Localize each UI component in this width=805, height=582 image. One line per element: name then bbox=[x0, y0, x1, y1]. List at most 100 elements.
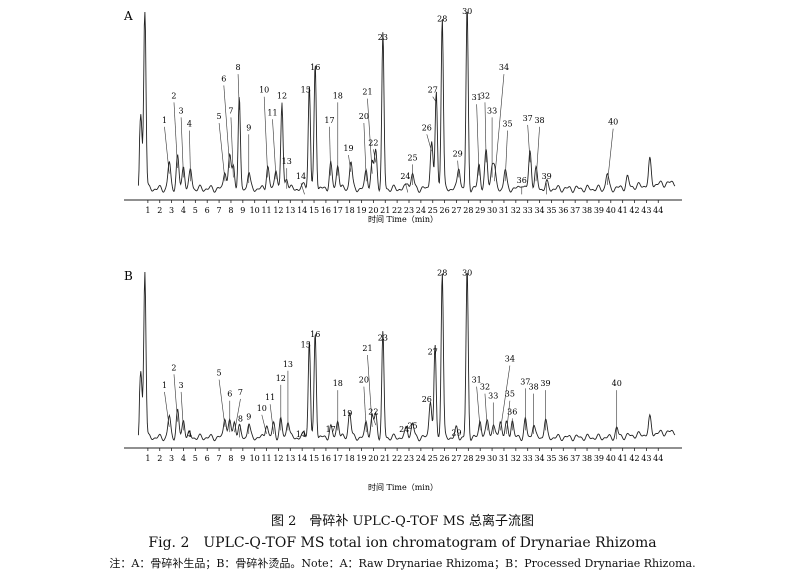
peak-leader-line bbox=[494, 74, 505, 182]
x-tick-label: 24 bbox=[416, 206, 426, 215]
peak-label: 27 bbox=[428, 86, 438, 95]
x-tick-label: 10 bbox=[250, 454, 260, 463]
x-tick-label: 17 bbox=[333, 454, 343, 463]
peak-label: 19 bbox=[343, 144, 353, 153]
x-tick-label: 29 bbox=[475, 206, 485, 215]
peak-label: 15 bbox=[301, 86, 311, 95]
x-tick-label: 15 bbox=[309, 206, 319, 215]
x-tick-label: 8 bbox=[228, 454, 233, 463]
x-tick-label: 19 bbox=[356, 206, 366, 215]
peak-leader-line bbox=[329, 126, 331, 176]
peak-leader-line bbox=[218, 123, 226, 182]
peak-label: 27 bbox=[428, 347, 438, 356]
peak-leader-line bbox=[230, 117, 234, 178]
peak-leader-line bbox=[457, 160, 460, 178]
x-tick-label: 19 bbox=[356, 454, 366, 463]
peak-label: 34 bbox=[499, 63, 509, 72]
peak-label: 9 bbox=[246, 413, 251, 422]
peak-label: 37 bbox=[523, 114, 533, 123]
x-tick-label: 1 bbox=[145, 206, 150, 215]
x-tick-label: 35 bbox=[546, 454, 556, 463]
peak-label: 16 bbox=[310, 330, 320, 339]
x-tick-label: 42 bbox=[629, 454, 639, 463]
x-tick-label: 37 bbox=[570, 206, 580, 215]
x-tick-label: 18 bbox=[345, 206, 355, 215]
peak-leader-line bbox=[218, 379, 226, 427]
peak-label: 38 bbox=[534, 116, 544, 125]
peak-label: 35 bbox=[502, 120, 512, 129]
peak-label: 22 bbox=[368, 138, 378, 147]
chromatogram-panel-b: B1 2 3 4 5 6 7 8 9 10 11 12 13 14 15 16 17 18 19 20 21 22 23 24… bbox=[124, 268, 682, 492]
x-tick-label: 16 bbox=[321, 454, 331, 463]
peak-label: 34 bbox=[505, 355, 515, 364]
peak-label: 18 bbox=[333, 379, 343, 388]
peak-label: 6 bbox=[227, 390, 232, 399]
x-tick-label: 28 bbox=[463, 454, 473, 463]
x-tick-label: 11 bbox=[261, 206, 271, 215]
x-tick-label: 17 bbox=[333, 206, 343, 215]
x-tick-label: 32 bbox=[511, 454, 521, 463]
peak-label: 7 bbox=[238, 388, 243, 397]
peak-label: 30 bbox=[462, 7, 472, 16]
x-tick-label: 36 bbox=[558, 454, 568, 463]
peak-label: 26 bbox=[422, 395, 432, 404]
peak-label: 2 bbox=[171, 363, 176, 372]
peak-label: 33 bbox=[488, 391, 498, 400]
figure-caption-english: Fig. 2 UPLC-Q-TOF MS total ion chromatog… bbox=[148, 535, 657, 551]
peak-leader-line bbox=[300, 183, 305, 195]
x-tick-label: 12 bbox=[273, 206, 283, 215]
peak-label: 14 bbox=[296, 172, 306, 181]
peak-label: 13 bbox=[283, 360, 293, 369]
peak-leader-line bbox=[426, 134, 432, 152]
chromatogram-panel-a: A1 2 3 4 5 6 7 8 9 10 11 12 13 14 15 16 17 18 19 20 21 22 23 24… bbox=[123, 7, 682, 224]
peak-label: 2 bbox=[171, 91, 176, 100]
peak-leader-line bbox=[367, 98, 373, 174]
peak-leader-line bbox=[432, 96, 437, 103]
x-tick-label: 7 bbox=[217, 454, 222, 463]
peak-label: 5 bbox=[217, 112, 222, 121]
x-tick-label: 27 bbox=[451, 454, 461, 463]
peak-label: 20 bbox=[359, 112, 369, 121]
x-tick-label: 33 bbox=[523, 206, 533, 215]
peak-label: 36 bbox=[517, 176, 527, 185]
x-tick-label: 22 bbox=[392, 206, 402, 215]
peak-label: 31 bbox=[472, 93, 482, 102]
x-tick-label: 40 bbox=[606, 206, 616, 215]
peak-leader-line bbox=[535, 126, 540, 182]
figure-caption-chinese: 图 2 骨碎补 UPLC-Q-TOF MS 总离子流图 bbox=[270, 514, 535, 529]
x-tick-label: 6 bbox=[205, 454, 210, 463]
x-tick-label: 35 bbox=[546, 206, 556, 215]
x-tick-label: 20 bbox=[368, 206, 378, 215]
peak-label: 14 bbox=[296, 430, 306, 439]
peak-label: 15 bbox=[301, 340, 311, 349]
x-tick-label: 13 bbox=[285, 454, 295, 463]
peak-label: 36 bbox=[507, 407, 517, 416]
peak-label: 11 bbox=[267, 108, 277, 117]
peak-label: 1 bbox=[162, 381, 167, 390]
peak-label: 9 bbox=[246, 123, 251, 132]
peak-label: 3 bbox=[179, 106, 184, 115]
peak-leader-line bbox=[269, 404, 274, 434]
x-tick-label: 38 bbox=[582, 206, 592, 215]
peak-label: 28 bbox=[437, 14, 447, 23]
peak-leader-line bbox=[272, 119, 277, 180]
tic-trace bbox=[137, 11, 676, 194]
peak-label: 3 bbox=[179, 381, 184, 390]
peak-leader-line bbox=[180, 117, 184, 178]
peak-leader-line bbox=[484, 393, 488, 431]
peak-label: 25 bbox=[407, 153, 417, 162]
peak-label: 21 bbox=[362, 88, 372, 97]
x-tick-label: 25 bbox=[428, 206, 438, 215]
peak-label: 31 bbox=[472, 376, 482, 385]
x-tick-label: 12 bbox=[273, 454, 283, 463]
x-tick-label: 2 bbox=[157, 206, 162, 215]
x-tick-label: 21 bbox=[380, 454, 390, 463]
peak-label: 40 bbox=[608, 118, 618, 127]
peak-leader-line bbox=[373, 418, 377, 426]
x-tick-label: 34 bbox=[534, 454, 544, 463]
peak-leader-line bbox=[180, 391, 184, 431]
x-tick-label: 22 bbox=[392, 454, 402, 463]
x-tick-label: 39 bbox=[594, 206, 604, 215]
peak-leader-line bbox=[164, 391, 170, 427]
x-tick-label: 1 bbox=[145, 454, 150, 463]
